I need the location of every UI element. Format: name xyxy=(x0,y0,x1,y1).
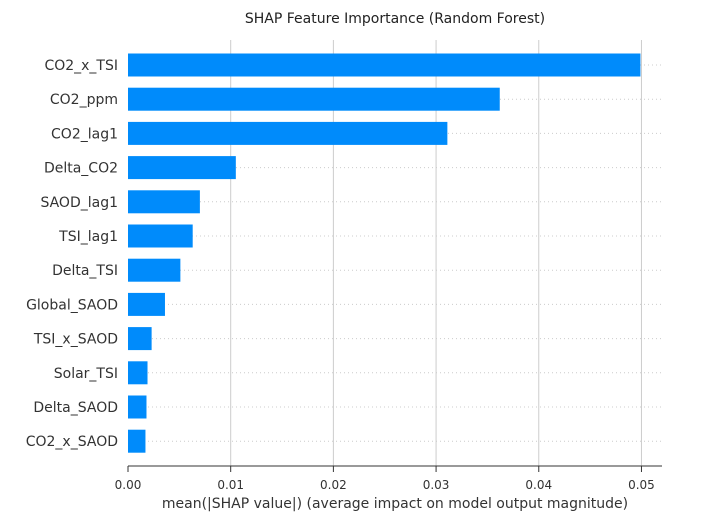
bar xyxy=(128,190,200,214)
x-ticks: 0.00 0.01 0.02 0.03 0.04 0.05 xyxy=(115,466,655,492)
bar xyxy=(128,87,500,111)
y-tick-label: Delta_TSI xyxy=(52,263,118,279)
bar xyxy=(128,53,641,77)
bar xyxy=(128,121,448,145)
x-tick-label: 0.02 xyxy=(320,478,347,492)
bar xyxy=(128,258,181,282)
bar xyxy=(128,361,148,385)
y-tick-label: CO2_x_SAOD xyxy=(26,434,118,450)
y-tick-label: Delta_CO2 xyxy=(44,161,118,177)
bar xyxy=(128,395,147,419)
x-tick-label: 0.04 xyxy=(525,478,552,492)
y-tick-label: SAOD_lag1 xyxy=(40,195,118,211)
x-tick-label: 0.03 xyxy=(423,478,450,492)
y-tick-label: Delta_SAOD xyxy=(33,400,118,416)
y-tick-label: CO2_ppm xyxy=(50,92,118,108)
y-tick-label: TSI_lag1 xyxy=(58,229,118,245)
bars xyxy=(128,53,641,453)
y-tick-label: CO2_x_TSI xyxy=(44,58,118,74)
y-tick-label: Global_SAOD xyxy=(26,297,118,313)
bar xyxy=(128,224,193,248)
bar xyxy=(128,327,152,351)
y-tick-label: Solar_TSI xyxy=(54,366,118,382)
y-tick-labels: CO2_x_TSI CO2_ppm CO2_lag1 Delta_CO2 SAOD_la… xyxy=(26,58,118,450)
x-tick-label: 0.01 xyxy=(217,478,244,492)
x-tick-label: 0.05 xyxy=(628,478,655,492)
y-tick-label: TSI_x_SAOD xyxy=(33,332,118,348)
y-tick-label: CO2_lag1 xyxy=(51,126,118,142)
bar xyxy=(128,429,146,453)
chart-title: SHAP Feature Importance (Random Forest) xyxy=(245,11,545,27)
bar xyxy=(128,156,236,180)
bar xyxy=(128,292,165,316)
x-tick-label: 0.00 xyxy=(115,478,142,492)
x-axis-label: mean(|SHAP value|) (average impact on mo… xyxy=(162,496,628,512)
